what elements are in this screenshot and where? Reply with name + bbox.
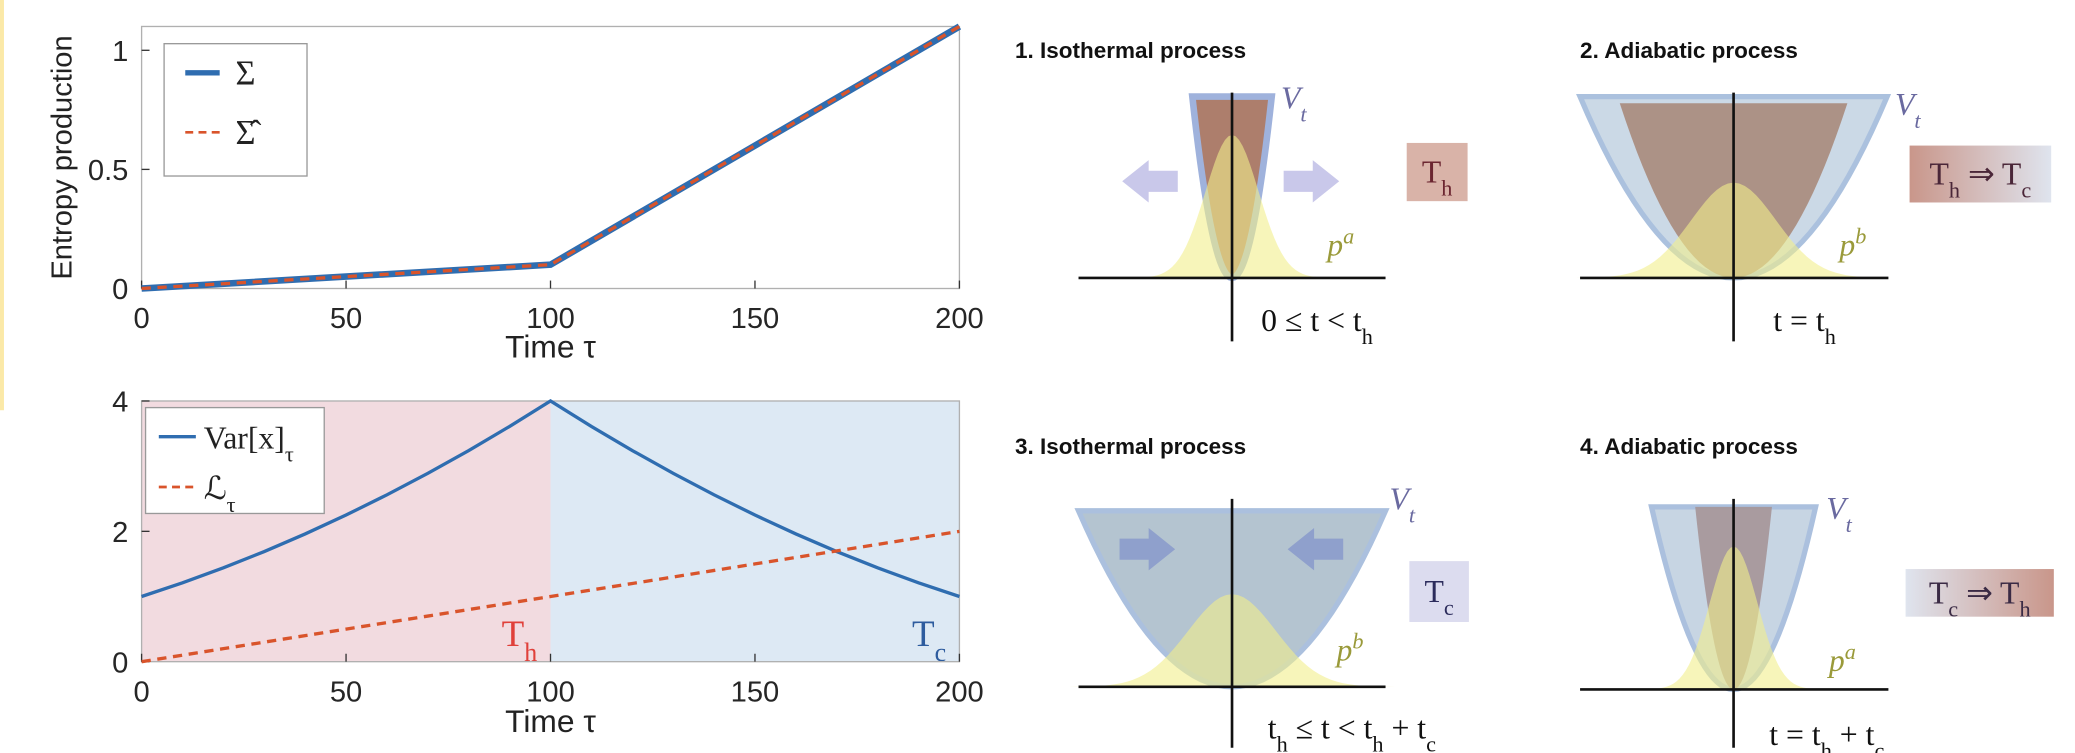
y-tick-label: 2 [112,517,128,549]
distribution-label-part: p [1325,227,1343,262]
arrow [1122,160,1178,202]
condition-label-part: t = t [1773,303,1825,338]
legend-label-part: τ [285,441,294,466]
y-axis-label: Entropy production [46,35,78,279]
temperature-label-part: c [2021,177,2031,202]
condition-label-part: t = t [1769,717,1821,752]
temperature-label-part: h [1949,177,1960,202]
condition-label-part: + t [1832,717,1875,752]
panel-title: 3. Isothermal process [1015,434,1246,459]
potential-label: Vt [1826,491,1852,537]
distribution-label: pa [1827,638,1856,678]
legend-label-part: Var[x] [204,421,285,456]
potential-label-part: t [1409,502,1416,527]
condition-label-part: h [1821,738,1832,753]
distribution-label-part: b [1855,223,1866,248]
temperature-label-part: T [1929,575,1948,610]
distribution-label: pb [1335,628,1364,668]
condition-label-part: c [1874,738,1884,753]
x-tick-label: 0 [133,676,149,708]
region-label-part: T [912,614,935,655]
distribution-label-part: a [1845,638,1856,663]
distribution-label-part: p [1827,643,1845,678]
x-tick-label: 200 [935,676,984,708]
condition-label: th ≤ t < th + tc [1268,710,1436,753]
x-tick-label: 150 [731,303,780,335]
condition-label-part: h [1825,323,1836,348]
panel-title: 2. Adiabatic process [1580,38,1798,63]
y-tick-label: 0 [112,274,128,306]
condition-label-part: h [1372,731,1383,753]
condition-label-part: c [1426,731,1436,753]
x-axis-label: Time τ [505,703,596,739]
panel-title: 4. Adiabatic process [1580,434,1798,459]
x-tick-label: 200 [935,303,984,335]
x-tick-label: 50 [330,676,362,708]
distribution-label-part: a [1343,223,1354,248]
condition-label-part: + t [1384,710,1427,745]
figure: 05010015020000.51ΣΣ̂Time τEntropy produc… [0,0,2075,753]
temperature-label-part: T [1930,157,1949,192]
legend-label: Σ [236,55,256,93]
arrow [1284,160,1340,202]
condition-label-part: 0 ≤ t < t [1261,303,1362,338]
distribution-label-part: p [1837,227,1855,262]
temperature-label-part: ⇒ T [1958,575,2019,610]
temperature-label-part: T [1424,574,1443,609]
region-label-part: T [502,614,525,655]
edge-strip [0,0,4,410]
distribution-label-part: p [1335,632,1353,667]
condition-label: t = th [1773,303,1836,349]
potential-label: Vt [1895,87,1921,133]
x-tick-label: 150 [731,676,780,708]
temperature-label-part: c [1444,595,1454,620]
potential-label-part: t [1300,101,1307,126]
condition-label-part: t [1268,710,1277,745]
condition-label-part: h [1277,731,1288,753]
temperature-label-part: ⇒ T [1960,157,2021,192]
potential-label-part: t [1846,511,1853,536]
distribution-label: pa [1325,223,1354,263]
condition-label: t = th + tc [1769,717,1884,753]
page: 05010015020000.51ΣΣ̂Time τEntropy produc… [0,0,2075,753]
condition-label-part: ≤ t < t [1288,710,1373,745]
panel-title: 1. Isothermal process [1015,38,1246,63]
temperature-label-part: h [2019,596,2030,621]
potential-label: Vt [1390,481,1416,526]
y-tick-label: 4 [112,387,128,419]
temperature-label-part: c [1948,596,1958,621]
legend-label-part: τ [227,491,236,516]
condition-label-part: h [1362,323,1373,348]
potential-label-part: t [1914,108,1921,133]
temperature-label-part: h [1441,175,1452,200]
x-tick-label: 0 [133,303,149,335]
legend-label-part: ℒ [204,471,227,506]
distribution-label-part: b [1352,628,1363,653]
distribution-label: pb [1837,223,1866,263]
x-axis-label: Time τ [505,328,596,364]
temperature-label-part: T [1422,155,1441,190]
potential-label: Vt [1281,81,1307,127]
condition-label: 0 ≤ t < th [1261,303,1373,349]
y-tick-label: 1 [112,36,128,68]
x-tick-label: 50 [330,303,362,335]
y-tick-label: 0.5 [88,155,128,187]
legend-label-part: Σ [236,55,256,93]
y-tick-label: 0 [112,647,128,679]
